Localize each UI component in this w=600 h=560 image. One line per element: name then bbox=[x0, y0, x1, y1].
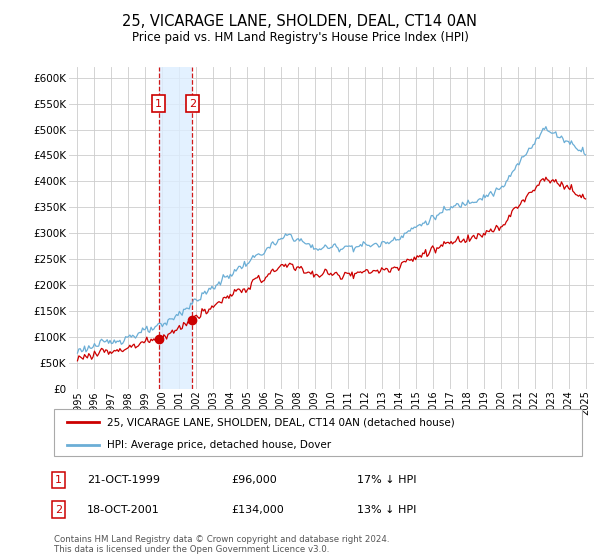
Text: 17% ↓ HPI: 17% ↓ HPI bbox=[357, 475, 416, 485]
Text: Price paid vs. HM Land Registry's House Price Index (HPI): Price paid vs. HM Land Registry's House … bbox=[131, 31, 469, 44]
Text: 2: 2 bbox=[189, 99, 196, 109]
Text: 1: 1 bbox=[155, 99, 162, 109]
Text: HPI: Average price, detached house, Dover: HPI: Average price, detached house, Dove… bbox=[107, 440, 331, 450]
Text: 18-OCT-2001: 18-OCT-2001 bbox=[87, 505, 160, 515]
Bar bbox=[158, 67, 193, 389]
Text: 13% ↓ HPI: 13% ↓ HPI bbox=[357, 505, 416, 515]
Text: 25, VICARAGE LANE, SHOLDEN, DEAL, CT14 0AN: 25, VICARAGE LANE, SHOLDEN, DEAL, CT14 0… bbox=[122, 14, 478, 29]
Text: Contains HM Land Registry data © Crown copyright and database right 2024.
This d: Contains HM Land Registry data © Crown c… bbox=[54, 535, 389, 554]
Text: 2: 2 bbox=[55, 505, 62, 515]
Text: £134,000: £134,000 bbox=[231, 505, 284, 515]
FancyBboxPatch shape bbox=[54, 409, 582, 456]
Text: 25, VICARAGE LANE, SHOLDEN, DEAL, CT14 0AN (detached house): 25, VICARAGE LANE, SHOLDEN, DEAL, CT14 0… bbox=[107, 417, 455, 427]
Text: 1: 1 bbox=[55, 475, 62, 485]
Text: 21-OCT-1999: 21-OCT-1999 bbox=[87, 475, 160, 485]
Text: £96,000: £96,000 bbox=[231, 475, 277, 485]
